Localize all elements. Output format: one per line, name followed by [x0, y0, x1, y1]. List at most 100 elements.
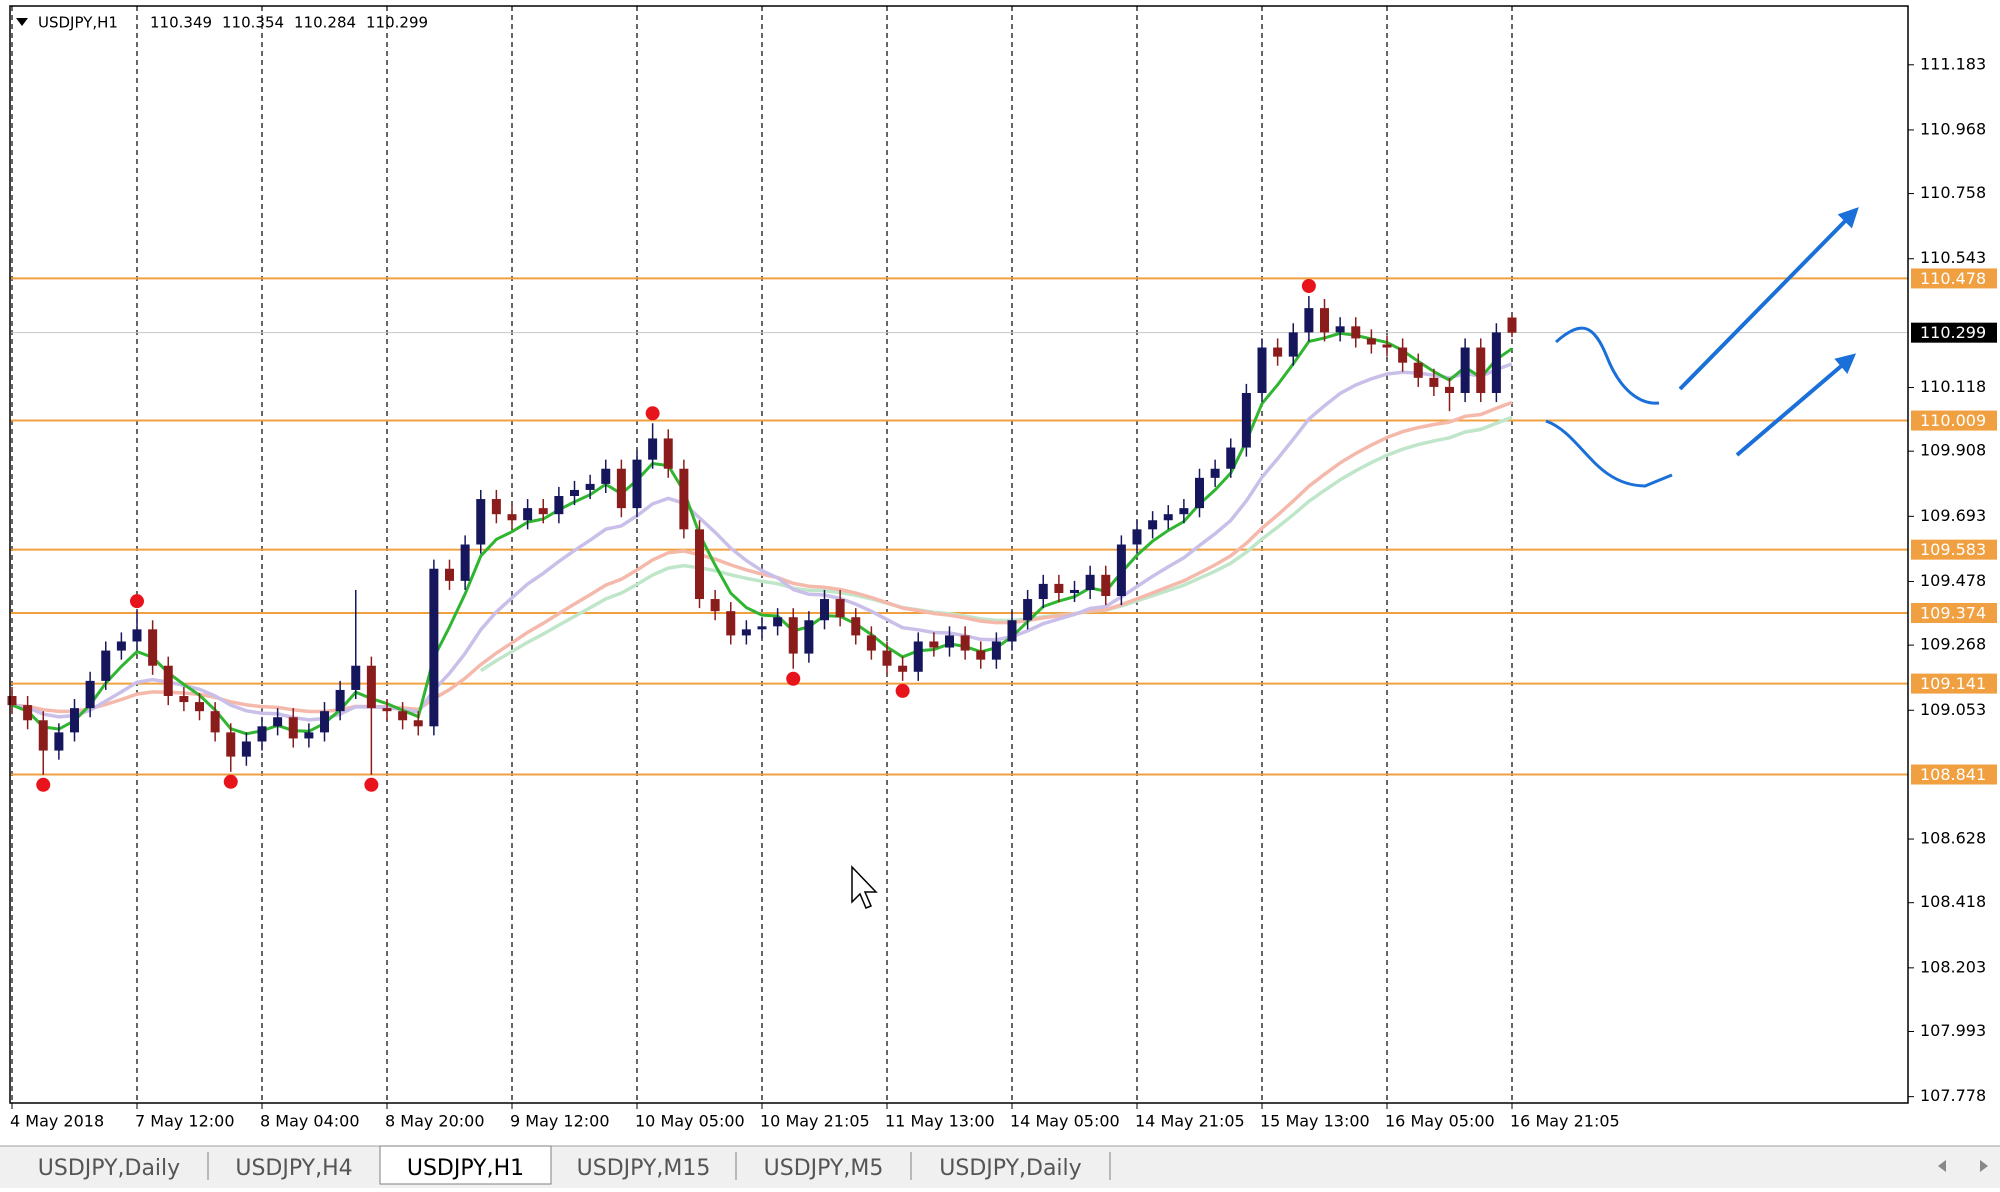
candle-body — [1070, 589, 1079, 593]
fractal-marker — [223, 774, 238, 789]
level-label-box — [1911, 673, 1997, 694]
candle-body — [1413, 362, 1423, 378]
y-tick-label: 109.053 — [1920, 700, 1986, 719]
x-tick-label: 4 May 2018 — [10, 1112, 104, 1131]
candle-body — [476, 499, 486, 545]
candle-body — [679, 468, 689, 530]
candle-body — [695, 529, 704, 600]
candle-body — [991, 641, 1001, 660]
fractal-marker — [645, 406, 660, 421]
moving-average — [11, 362, 1513, 722]
candle-body — [929, 641, 939, 648]
candle-body — [616, 468, 626, 509]
candle-body — [1116, 544, 1126, 597]
tab[interactable]: USDJPY,M5 — [764, 1156, 884, 1181]
candle-body — [960, 635, 970, 651]
tab[interactable]: USDJPY,H4 — [235, 1156, 352, 1181]
candle-body — [835, 599, 845, 618]
candle-body — [1179, 508, 1189, 515]
header-high: 110.354 — [222, 14, 284, 32]
fractal-marker — [364, 777, 379, 792]
level-label: 109.141 — [1920, 674, 1986, 693]
candle-body — [601, 468, 611, 484]
mouse-cursor — [851, 865, 878, 909]
candle-body — [23, 705, 33, 721]
annotation-arrow — [1735, 353, 1857, 457]
y-tick-label: 109.908 — [1920, 441, 1986, 460]
candle-body — [351, 665, 361, 690]
candle-body — [1382, 344, 1392, 348]
fractal-marker — [36, 777, 51, 792]
candle-body — [507, 514, 517, 521]
header-close: 110.299 — [366, 14, 428, 32]
fractal-marker — [786, 671, 801, 686]
candle-body — [538, 508, 548, 515]
candle-body — [788, 617, 798, 654]
current-price-box — [1911, 322, 1997, 343]
level-label: 110.009 — [1920, 411, 1986, 430]
x-tick-label: 11 May 13:00 — [885, 1112, 995, 1131]
candle-body — [866, 635, 876, 651]
tab[interactable]: USDJPY,Daily — [939, 1156, 1081, 1181]
y-tick-label: 109.478 — [1920, 571, 1986, 590]
fractal-marker — [1301, 279, 1316, 294]
candle-body — [491, 499, 501, 515]
candle-body — [195, 702, 204, 712]
candle-body — [804, 620, 814, 654]
candle-body — [163, 665, 173, 697]
chart-title: USDJPY,H1 — [38, 14, 118, 32]
candle-body — [1195, 477, 1204, 509]
candle-body — [726, 611, 736, 636]
y-tick-label: 108.628 — [1920, 829, 1986, 848]
candle-body — [241, 741, 251, 757]
candle-body — [1054, 583, 1064, 593]
candle-body — [913, 641, 923, 672]
candle-body — [1023, 599, 1033, 621]
fractal-marker — [130, 594, 144, 609]
candle-body — [1491, 332, 1501, 393]
header-low: 110.284 — [294, 14, 356, 32]
candle-body — [554, 496, 564, 515]
annotation-arrow — [1678, 207, 1859, 391]
y-tick-label: 110.968 — [1920, 119, 1986, 138]
candle-body — [773, 617, 783, 627]
candle-body — [85, 680, 95, 709]
candle-body — [132, 629, 142, 642]
tab[interactable]: USDJPY,H1 — [407, 1156, 524, 1181]
x-tick-label: 16 May 05:00 — [1385, 1112, 1495, 1131]
x-tick-label: 16 May 21:05 — [1510, 1112, 1620, 1131]
candle-body — [851, 617, 861, 636]
level-label-box — [1911, 539, 1997, 560]
x-tick-label: 7 May 12:00 — [135, 1112, 235, 1131]
candle-body — [148, 629, 158, 666]
tab-active-bg — [379, 1145, 552, 1185]
candle-body — [976, 650, 986, 660]
candle-body — [663, 438, 673, 469]
candle-body — [741, 629, 751, 636]
candle-body — [7, 696, 17, 706]
x-tick-label: 14 May 05:00 — [1010, 1112, 1120, 1131]
candle-body — [1507, 317, 1517, 333]
moving-average — [479, 415, 1513, 673]
header-open: 110.349 — [150, 14, 212, 32]
candle-body — [1038, 583, 1048, 600]
candle-body — [398, 711, 408, 721]
candle-body — [179, 696, 189, 703]
candle-body — [38, 720, 48, 751]
candle-body — [101, 650, 111, 681]
candle-body — [413, 720, 423, 727]
tab[interactable]: USDJPY,M15 — [577, 1156, 711, 1181]
y-tick-label: 107.778 — [1920, 1086, 1986, 1105]
y-tick-label: 110.758 — [1920, 183, 1986, 202]
candle-body — [335, 689, 345, 712]
level-label: 109.583 — [1920, 540, 1986, 559]
menu-triangle[interactable] — [16, 18, 28, 26]
candle-body — [570, 489, 579, 497]
chart-frame — [9, 5, 1909, 1104]
tab[interactable]: USDJPY,Daily — [38, 1156, 180, 1181]
tabs: USDJPY,Daily USDJPY,H4 USDJPY,H1 USDJPY,M15… — [38, 1145, 1111, 1185]
x-tick-label: 15 May 13:00 — [1260, 1112, 1370, 1131]
y-tick-label: 111.183 — [1920, 54, 1986, 73]
candle-body — [1320, 308, 1329, 333]
